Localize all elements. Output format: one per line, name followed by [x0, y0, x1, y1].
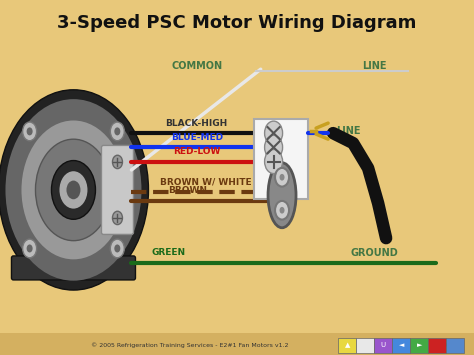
FancyBboxPatch shape — [356, 338, 374, 353]
Ellipse shape — [112, 211, 122, 225]
Ellipse shape — [275, 201, 289, 220]
FancyBboxPatch shape — [0, 333, 474, 355]
Text: © 2005 Refrigeration Training Services - E2#1 Fan Motors v1.2: © 2005 Refrigeration Training Services -… — [91, 343, 288, 348]
Ellipse shape — [21, 120, 126, 260]
FancyBboxPatch shape — [338, 338, 356, 353]
FancyBboxPatch shape — [374, 338, 392, 353]
Text: GREEN: GREEN — [151, 248, 185, 257]
Ellipse shape — [23, 239, 36, 258]
Ellipse shape — [114, 127, 120, 135]
Ellipse shape — [59, 171, 88, 209]
Text: GROUND: GROUND — [351, 248, 398, 258]
Ellipse shape — [112, 155, 122, 169]
Text: LINE: LINE — [362, 61, 387, 71]
Ellipse shape — [114, 245, 120, 252]
Ellipse shape — [52, 160, 95, 219]
Ellipse shape — [27, 127, 33, 135]
Ellipse shape — [268, 163, 296, 228]
Ellipse shape — [264, 149, 283, 174]
FancyBboxPatch shape — [392, 338, 410, 353]
Ellipse shape — [280, 207, 284, 214]
Ellipse shape — [6, 99, 141, 281]
Ellipse shape — [280, 174, 284, 181]
FancyBboxPatch shape — [11, 256, 136, 280]
Ellipse shape — [275, 168, 289, 187]
Text: COMMON: COMMON — [171, 61, 222, 71]
Ellipse shape — [23, 122, 36, 141]
Text: U: U — [381, 343, 386, 349]
Text: BROWN W/ WHITE: BROWN W/ WHITE — [160, 177, 252, 186]
Ellipse shape — [36, 139, 111, 241]
Ellipse shape — [264, 121, 283, 145]
Ellipse shape — [110, 239, 124, 258]
Ellipse shape — [27, 245, 33, 252]
FancyBboxPatch shape — [101, 146, 134, 234]
Ellipse shape — [66, 181, 81, 199]
Text: ◄: ◄ — [399, 343, 404, 349]
Ellipse shape — [110, 122, 124, 141]
FancyBboxPatch shape — [428, 338, 447, 353]
Text: RED-LOW: RED-LOW — [173, 147, 220, 156]
Text: 44: 44 — [445, 340, 461, 350]
Text: ►: ► — [417, 343, 422, 349]
FancyBboxPatch shape — [410, 338, 428, 353]
FancyBboxPatch shape — [254, 119, 308, 199]
Text: 3-Speed PSC Motor Wiring Diagram: 3-Speed PSC Motor Wiring Diagram — [57, 14, 417, 32]
Text: LINE: LINE — [336, 126, 361, 136]
Text: BLACK-HIGH: BLACK-HIGH — [165, 119, 228, 128]
Text: BLUE-MED: BLUE-MED — [171, 133, 223, 142]
FancyBboxPatch shape — [447, 338, 465, 353]
Text: BROWN: BROWN — [168, 186, 207, 195]
Ellipse shape — [264, 135, 283, 159]
Text: ▲: ▲ — [345, 343, 350, 349]
Ellipse shape — [0, 90, 148, 290]
